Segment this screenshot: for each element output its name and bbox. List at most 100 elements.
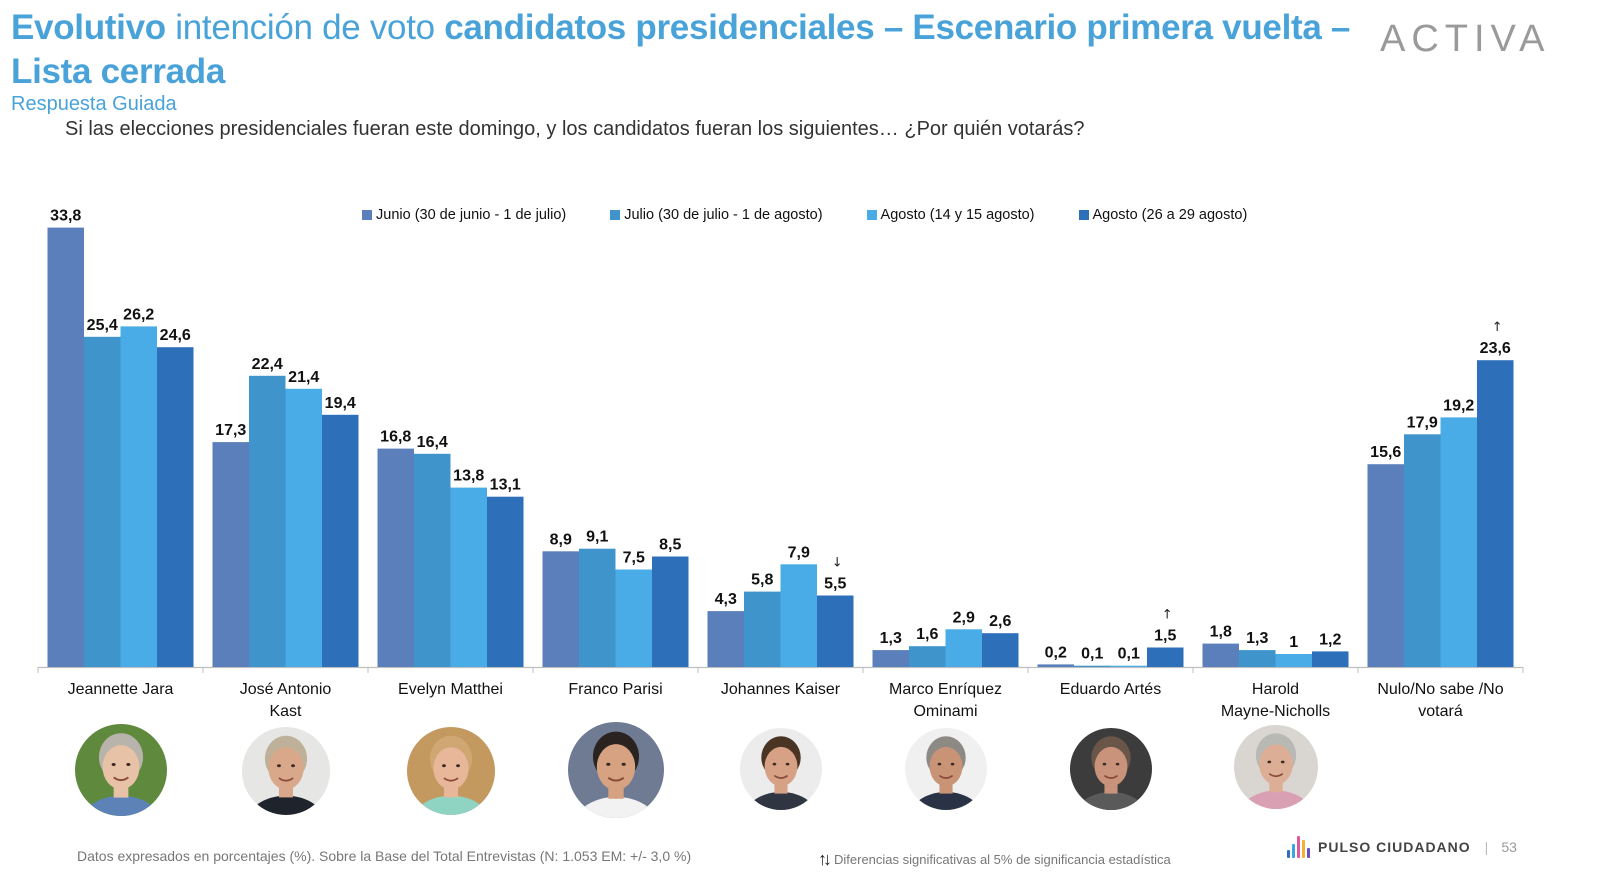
x-tick-label-line: Johannes Kaiser <box>720 681 841 698</box>
activa-logo: ACTIVA <box>1380 18 1551 60</box>
legend-swatch <box>866 210 877 220</box>
data-label: 7,5 <box>623 550 645 567</box>
page-title: Evolutivo intención de voto candidatos p… <box>11 6 1361 94</box>
data-label: 1,3 <box>1246 630 1268 647</box>
bar <box>1037 664 1074 667</box>
data-label: 0,2 <box>1045 644 1067 661</box>
legend-swatch <box>1078 210 1089 220</box>
candidate-photo <box>74 724 167 816</box>
person-portrait-icon <box>80 733 161 816</box>
page-number: 53 <box>1501 839 1517 855</box>
bar <box>212 442 249 667</box>
candidate-photo <box>567 722 664 818</box>
bar <box>47 227 84 667</box>
data-label: 1,2 <box>1319 631 1341 648</box>
pulse-bar <box>1287 850 1290 858</box>
chart-legend: Junio (30 de junio - 1 de julio) Julio (3… <box>362 207 1291 223</box>
legend-swatch <box>362 210 372 220</box>
arrow-down-icon: ↓ <box>832 556 843 571</box>
data-label: 0,1 <box>1081 646 1103 663</box>
bar <box>817 595 854 667</box>
significance-note: ↑↓ Diferencias significativas al 5% de s… <box>818 849 1171 870</box>
data-footnote: Datos expresados en porcentajes (%). Sob… <box>77 848 692 864</box>
data-label: 26,2 <box>123 306 154 323</box>
candidate-photo <box>406 727 495 815</box>
data-label: 1 <box>1289 634 1298 651</box>
legend-label: Julio (30 de julio - 1 de agosto) <box>624 207 823 223</box>
x-tick-label-line: Marco Enríquez <box>889 681 1002 698</box>
x-tick-label: Johannes Kaiser <box>698 679 863 701</box>
data-label: 1,6 <box>916 626 938 643</box>
brand-name: PULSO CIUDADANO <box>1318 839 1471 855</box>
x-tick-label-line: Harold <box>1251 681 1300 698</box>
bar <box>652 556 689 667</box>
pulse-bar <box>1297 836 1300 858</box>
data-label: 4,3 <box>715 591 737 608</box>
x-tick-label: Harold Mayne-Nicholls <box>1193 679 1358 723</box>
data-label: 16,4 <box>417 434 448 451</box>
bar <box>249 375 286 667</box>
bar-group: 4,3 5,8 7,9 5,5 <box>707 544 854 667</box>
legend-item: Junio (30 de junio - 1 de julio) <box>362 207 566 223</box>
legend-label: Agosto (26 a 29 agosto) <box>1092 207 1248 223</box>
data-label: 5,8 <box>751 572 773 589</box>
bar-group: 0,2 0,1 0,1 1,5 <box>1037 628 1184 667</box>
subtitle: Respuesta Guiada <box>11 93 177 115</box>
data-label: 17,9 <box>1407 414 1438 431</box>
bar <box>1312 651 1349 667</box>
bar <box>872 650 909 667</box>
significance-text: Diferencias significativas al 5% de sign… <box>834 852 1171 867</box>
person-portrait-icon <box>247 735 324 815</box>
candidate-photo <box>1069 728 1152 810</box>
bar <box>1440 417 1477 667</box>
data-label: 2,9 <box>953 609 975 626</box>
bar <box>542 551 579 667</box>
pulse-bar <box>1302 840 1305 858</box>
data-label: 15,6 <box>1370 444 1401 461</box>
person-portrait-icon <box>412 735 489 815</box>
x-tick-label: Jeannette Jara <box>38 679 203 701</box>
data-label: 1,5 <box>1154 628 1176 645</box>
bar <box>909 646 946 667</box>
pulse-bar <box>1292 844 1295 858</box>
bar-group: 16,8 16,4 13,8 13,1 <box>377 429 524 667</box>
x-tick-label: Evelyn Matthei <box>368 679 533 701</box>
bar <box>414 453 451 667</box>
bar-group: 15,6 17,9 19,2 23,6 <box>1367 340 1514 667</box>
candidate-photo <box>241 727 330 815</box>
x-tick-label-line: Eduardo Artés <box>1059 681 1162 698</box>
data-label: 22,4 <box>252 356 283 373</box>
bar <box>377 448 414 667</box>
bar <box>707 611 744 667</box>
bar <box>1477 360 1514 667</box>
page-separator: | <box>1484 839 1490 855</box>
legend-swatch <box>610 210 621 220</box>
bar <box>744 591 781 667</box>
data-label: 19,2 <box>1443 397 1474 414</box>
data-label: 1,3 <box>880 630 902 647</box>
x-tick-label-line: Ominami <box>913 703 978 720</box>
legend-item: Julio (30 de julio - 1 de agosto) <box>610 207 823 223</box>
bar <box>982 633 1019 667</box>
person-portrait-icon <box>910 736 981 810</box>
pulse-bar <box>1307 848 1310 858</box>
legend-item: Agosto (26 a 29 agosto) <box>1078 207 1248 223</box>
bar <box>1239 650 1276 667</box>
pulso-ciudadano-brand: PULSO CIUDADANO | 53 <box>1287 836 1517 858</box>
legend-label: Junio (30 de junio - 1 de julio) <box>376 207 567 223</box>
legend-item: Agosto (14 y 15 agosto) <box>866 207 1035 223</box>
bar <box>579 548 616 667</box>
bar-group: 1,3 1,6 2,9 2,6 <box>872 609 1019 667</box>
data-label: 7,9 <box>788 544 810 561</box>
data-label: 25,4 <box>87 317 118 334</box>
bar <box>120 326 157 667</box>
bar <box>1110 665 1147 667</box>
data-label: 24,6 <box>160 327 191 344</box>
x-tick-label-line: Franco Parisi <box>568 681 663 698</box>
x-tick-label-line: Evelyn Matthei <box>398 681 503 698</box>
data-label: 16,8 <box>380 429 411 446</box>
bar <box>487 496 524 667</box>
x-tick-label-line: José Antonio <box>239 681 332 698</box>
bar <box>1404 434 1441 667</box>
bar <box>157 347 194 667</box>
